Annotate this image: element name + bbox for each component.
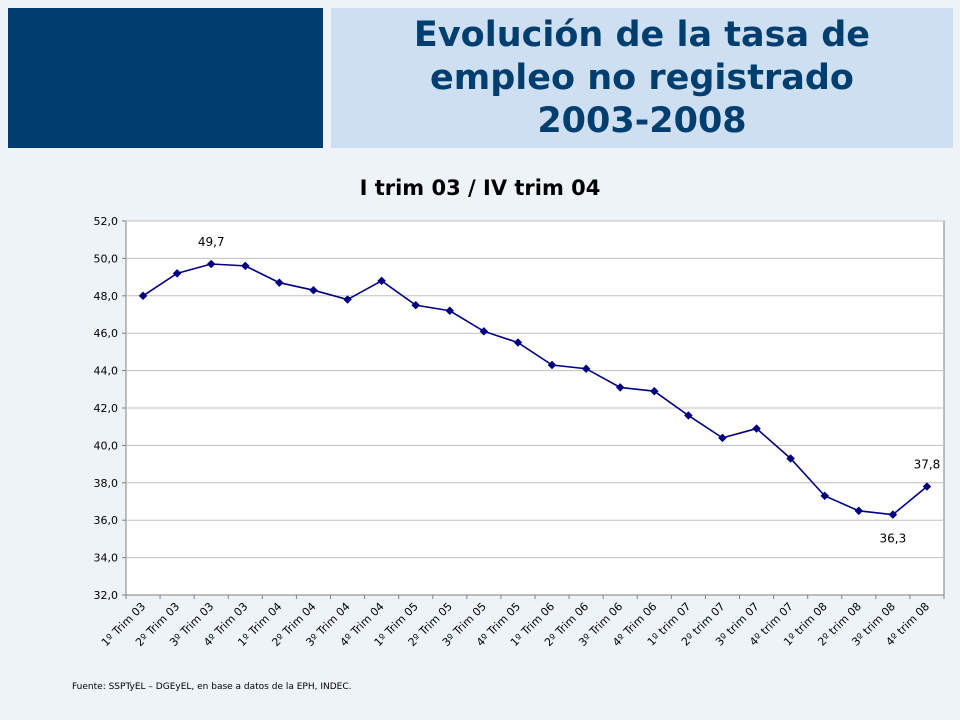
y-tick-label: 52,0 [94,215,119,228]
data-point [513,338,523,347]
data-point [581,364,591,374]
data-point [172,269,182,278]
data-point [649,386,659,396]
data-point [275,278,284,288]
data-point [309,285,318,295]
data-point [718,433,727,443]
data-point [888,510,898,519]
series-line [142,263,928,516]
data-point [786,454,795,463]
source-footnote: Fuente: SSPTyEL – DGEyEL, en base a dato… [72,682,352,692]
data-point [615,383,625,392]
data-point [377,276,386,286]
data-point [854,506,864,516]
data-point [343,295,352,304]
y-tick-label: 50,0 [94,252,119,265]
data-point [922,482,932,491]
page-title: Evolución de la tasa de empleo no regist… [413,14,871,141]
data-point [547,360,557,370]
data-label: 49,7 [198,235,225,249]
data-point [445,306,455,316]
data-point [752,424,761,433]
y-tick-label: 48,0 [94,290,119,303]
data-label: 37,8 [914,458,941,472]
data-label: 36,3 [880,532,907,546]
y-tick-label: 40,0 [94,439,119,452]
header-banner: Evolución de la tasa de empleo no regist… [331,8,953,148]
y-tick-label: 38,0 [94,477,119,490]
y-tick-label: 36,0 [94,514,119,527]
data-point [411,300,421,310]
y-tick-label: 44,0 [94,365,119,378]
y-tick-label: 46,0 [94,327,119,340]
chart-title: I trim 03 / IV trim 04 [359,176,601,200]
data-point [138,291,148,301]
data-point [479,326,489,336]
y-tick-label: 34,0 [94,552,119,565]
header-banner-block [8,8,323,148]
data-point [240,261,250,271]
data-point [206,259,216,269]
data-point [684,411,693,420]
y-tick-label: 32,0 [94,589,119,602]
data-point [820,491,830,501]
y-tick-label: 42,0 [94,402,119,415]
